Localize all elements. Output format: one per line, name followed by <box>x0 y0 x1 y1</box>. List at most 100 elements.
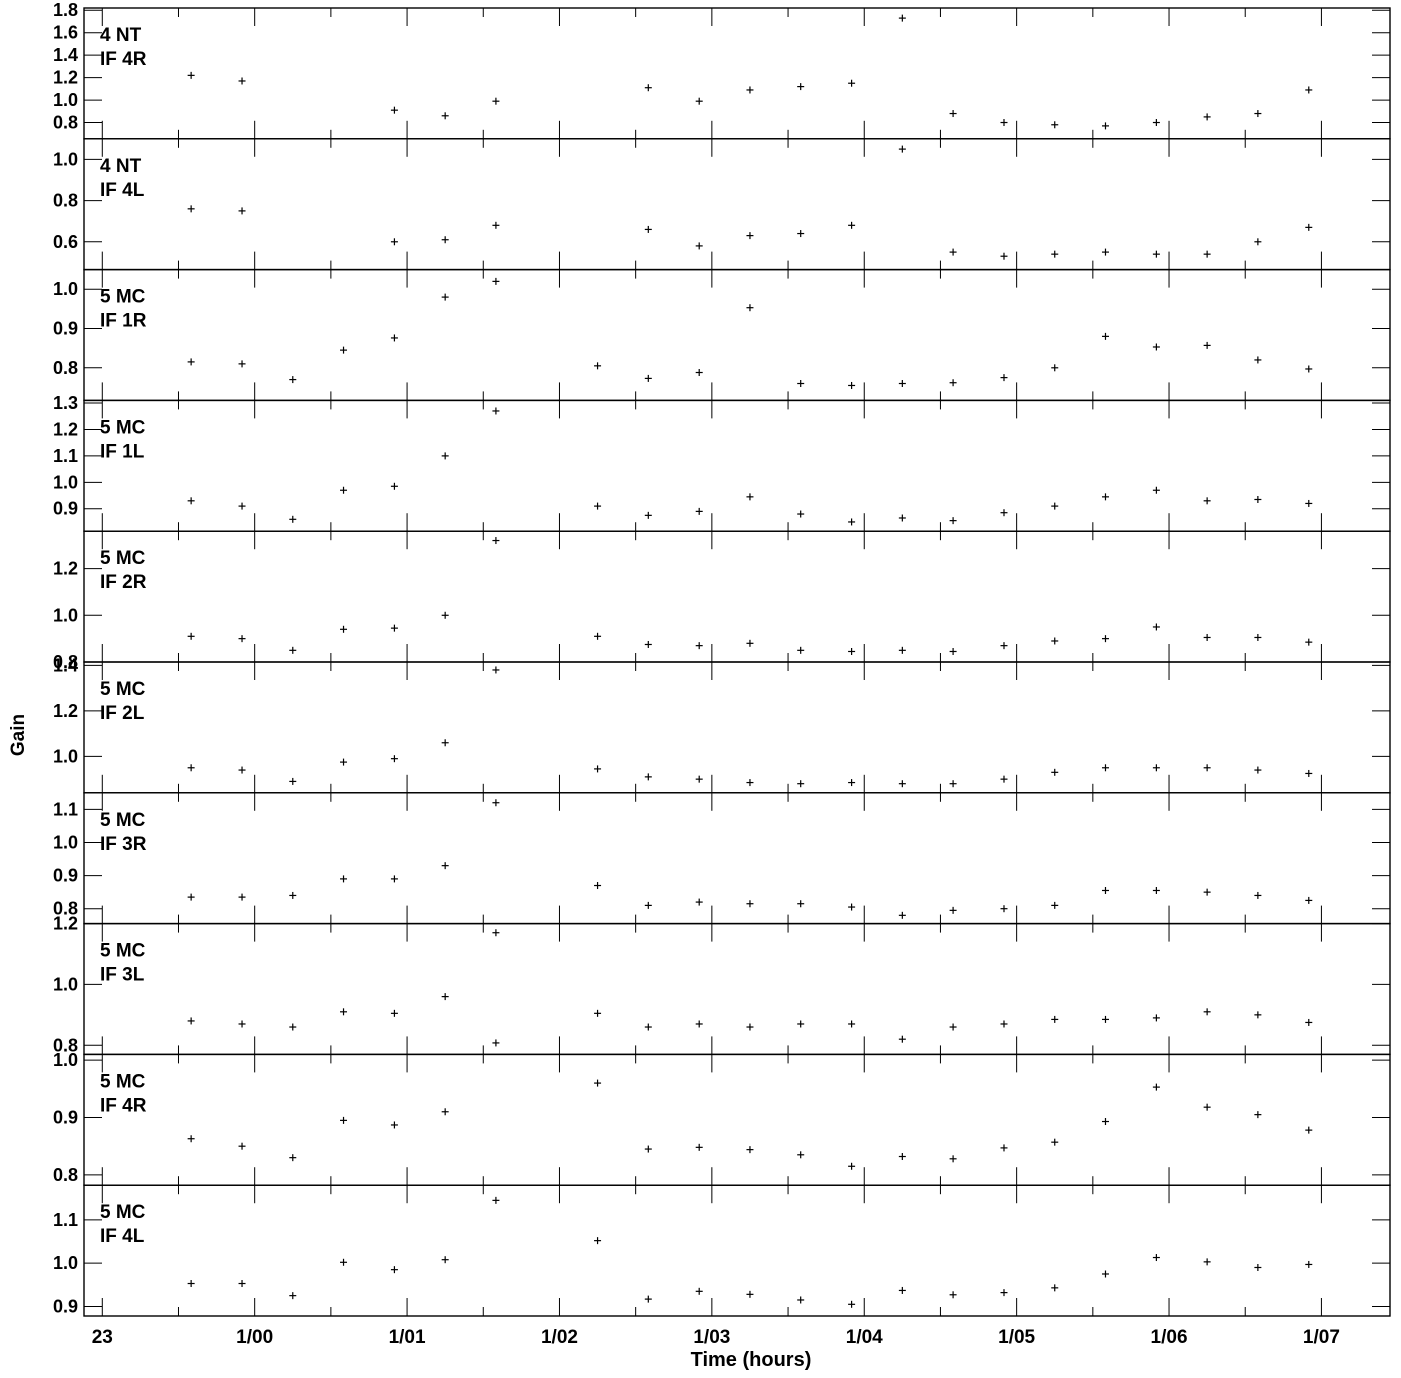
data-point <box>187 71 195 79</box>
data-point <box>238 502 246 510</box>
panel-9: 0.8 0.9 1.0 5 MC IF 4R <box>53 1039 1391 1186</box>
data-point <box>187 893 195 901</box>
data-point <box>594 1079 602 1087</box>
data-point <box>898 1153 906 1161</box>
data-point <box>441 1256 449 1264</box>
panel-frame <box>83 1184 1391 1317</box>
data-point <box>797 780 805 788</box>
data-point <box>1051 364 1059 372</box>
y-tick-label: 1.0 <box>53 1050 78 1070</box>
y-tick-label: 1.1 <box>53 446 78 466</box>
data-point <box>492 277 500 285</box>
panel-if-label: IF 4L <box>100 180 145 201</box>
data-point <box>1305 638 1313 646</box>
y-tick-label: 1.2 <box>53 419 78 439</box>
data-point <box>1101 248 1109 256</box>
data-point <box>797 230 805 238</box>
data-point <box>797 900 805 908</box>
data-point <box>1254 238 1262 246</box>
data-point <box>1101 635 1109 643</box>
x-tick-label: 1/06 <box>1151 1327 1188 1348</box>
y-tick-label: 1.2 <box>53 68 78 88</box>
data-point <box>187 764 195 772</box>
data-point <box>187 1017 195 1025</box>
data-point <box>898 380 906 388</box>
y-tick-label: 0.9 <box>53 1108 78 1128</box>
data-point <box>797 380 805 388</box>
data-point <box>949 110 957 118</box>
data-point <box>238 77 246 85</box>
data-point <box>238 766 246 774</box>
data-point <box>1254 110 1262 118</box>
y-tick-label: 0.8 <box>53 899 78 919</box>
data-point <box>1101 764 1109 772</box>
data-point <box>238 1020 246 1028</box>
data-point <box>898 14 906 22</box>
y-tick-label: 1.1 <box>53 1210 78 1230</box>
panel-frame <box>83 268 1391 402</box>
data-point <box>1254 633 1262 641</box>
data-point <box>594 1009 602 1017</box>
data-point <box>289 1023 297 1031</box>
panel-if-label: IF 4L <box>100 1226 145 1247</box>
y-tick-label: 0.8 <box>53 358 78 378</box>
data-point <box>1000 905 1008 913</box>
data-point <box>1203 250 1211 258</box>
data-point <box>1000 1289 1008 1297</box>
data-point <box>390 875 398 883</box>
y-tick-label: 1.8 <box>53 0 78 20</box>
data-point <box>949 780 957 788</box>
data-point <box>1305 499 1313 507</box>
data-point <box>695 1020 703 1028</box>
y-tick-label: 1.4 <box>53 45 78 65</box>
y-tick-label: 1.2 <box>53 701 78 721</box>
data-point <box>187 358 195 366</box>
data-point <box>1305 365 1313 373</box>
data-point <box>1000 509 1008 517</box>
panel-if-label: IF 2L <box>100 703 145 724</box>
data-point <box>1254 495 1262 503</box>
data-point <box>289 646 297 654</box>
x-tick-label: 1/01 <box>389 1327 426 1348</box>
data-point <box>848 79 856 87</box>
data-point <box>1305 223 1313 231</box>
panel-10: 0.9 1.0 1.1 5 MC IF 4L <box>53 1184 1391 1317</box>
data-point <box>1152 343 1160 351</box>
data-point <box>1000 119 1008 127</box>
panel-if-label: IF 3R <box>100 834 147 855</box>
data-point <box>492 1196 500 1204</box>
data-point <box>340 625 348 633</box>
panel-frame <box>83 399 1391 532</box>
data-point <box>289 515 297 523</box>
x-tick-label: 23 <box>92 1327 113 1348</box>
data-point <box>289 891 297 899</box>
data-point <box>797 510 805 518</box>
panel-if-label: IF 4R <box>100 1095 147 1116</box>
data-point <box>898 1035 906 1043</box>
data-point <box>848 381 856 389</box>
panel-antenna-label: 4 NT <box>100 156 142 177</box>
data-point <box>187 632 195 640</box>
data-point <box>1051 637 1059 645</box>
data-point <box>949 517 957 525</box>
panel-if-label: IF 1L <box>100 441 145 462</box>
panel-antenna-label: 5 MC <box>100 810 146 831</box>
data-point <box>1254 1263 1262 1271</box>
data-point <box>644 773 652 781</box>
data-point <box>492 407 500 415</box>
y-tick-label: 1.0 <box>53 1253 78 1273</box>
data-point <box>238 1280 246 1288</box>
y-axis-label: Gain <box>8 714 29 756</box>
data-point <box>1305 769 1313 777</box>
panel-if-label: IF 1R <box>100 311 147 332</box>
panel-7: 0.8 0.9 1.0 1.1 5 MC IF 3R <box>53 792 1391 925</box>
data-point <box>238 207 246 215</box>
data-point <box>746 900 754 908</box>
y-tick-label: 0.9 <box>53 1296 78 1316</box>
panel-frame <box>83 792 1391 925</box>
panel-if-label: IF 2R <box>100 572 147 593</box>
data-point <box>1152 1014 1160 1022</box>
data-point <box>949 1155 957 1163</box>
data-point <box>644 1023 652 1031</box>
